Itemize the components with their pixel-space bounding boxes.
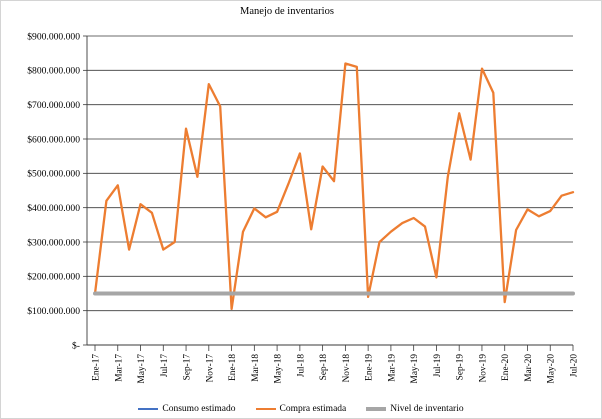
series-line-compra-estimada bbox=[93, 62, 575, 311]
x-axis-label: Sep-18 bbox=[319, 354, 329, 381]
x-axis-label: Sep-19 bbox=[456, 354, 466, 381]
x-axis-label: Ene-20 bbox=[501, 354, 511, 381]
x-axis-label: Jul-20 bbox=[570, 354, 580, 378]
y-axis-label: $300.000.000 bbox=[27, 237, 80, 248]
x-axis-label: Jul-18 bbox=[296, 354, 306, 378]
y-axis-label: $600.000.000 bbox=[27, 134, 80, 145]
y-axis-label: $100.000.000 bbox=[27, 306, 80, 317]
chart-title: Manejo de inventarios bbox=[240, 6, 334, 17]
legend-item-nivel-de-inventario: Nivel de inventario bbox=[366, 404, 464, 414]
x-axis-label: Ene-19 bbox=[365, 354, 375, 381]
legend-item-compra-estimada: Compra estimada bbox=[255, 404, 347, 414]
legend-label-nivel-de-inventario: Nivel de inventario bbox=[390, 404, 464, 414]
chart-legend: Consumo estimado Compra estimada Nivel d… bbox=[1, 404, 601, 414]
legend-swatch-nivel-de-inventario bbox=[366, 407, 387, 411]
x-axis-label: May-17 bbox=[137, 354, 147, 384]
legend-item-consumo-estimado: Consumo estimado bbox=[138, 404, 236, 414]
y-axis-label: $700.000.000 bbox=[27, 100, 80, 111]
y-axis-label: $- bbox=[72, 340, 80, 351]
y-axis-label: $500.000.000 bbox=[27, 169, 80, 180]
legend-label-consumo-estimado: Consumo estimado bbox=[162, 404, 236, 414]
x-axis-label: May-18 bbox=[274, 354, 284, 384]
x-axis-label: Mar-17 bbox=[114, 354, 124, 382]
y-axis-label: $800.000.000 bbox=[27, 66, 80, 77]
x-axis-label: Nov-19 bbox=[478, 354, 488, 383]
x-axis-label: Jul-17 bbox=[160, 354, 170, 378]
x-axis-label: May-20 bbox=[547, 354, 557, 384]
x-axis-label: Mar-19 bbox=[387, 354, 397, 382]
y-axis-label: $200.000.000 bbox=[27, 272, 80, 283]
x-axis-label: Nov-18 bbox=[342, 354, 352, 383]
x-axis-label: May-19 bbox=[410, 354, 420, 384]
legend-swatch-consumo-estimado bbox=[138, 408, 159, 410]
y-axis-label: $400.000.000 bbox=[27, 203, 80, 214]
x-axis-label: Mar-18 bbox=[251, 354, 261, 382]
x-axis-label: Ene-17 bbox=[92, 354, 102, 381]
x-axis-label: Sep-17 bbox=[183, 354, 193, 381]
x-axis-label: Nov-17 bbox=[205, 354, 215, 383]
y-axis-label: $900.000.000 bbox=[27, 31, 80, 42]
x-axis-label: Jul-19 bbox=[433, 354, 443, 378]
x-axis-label: Ene-18 bbox=[228, 354, 238, 381]
legend-swatch-compra-estimada bbox=[255, 408, 276, 410]
legend-label-compra-estimada: Compra estimada bbox=[279, 404, 347, 414]
x-axis-label: Mar-20 bbox=[524, 354, 534, 382]
